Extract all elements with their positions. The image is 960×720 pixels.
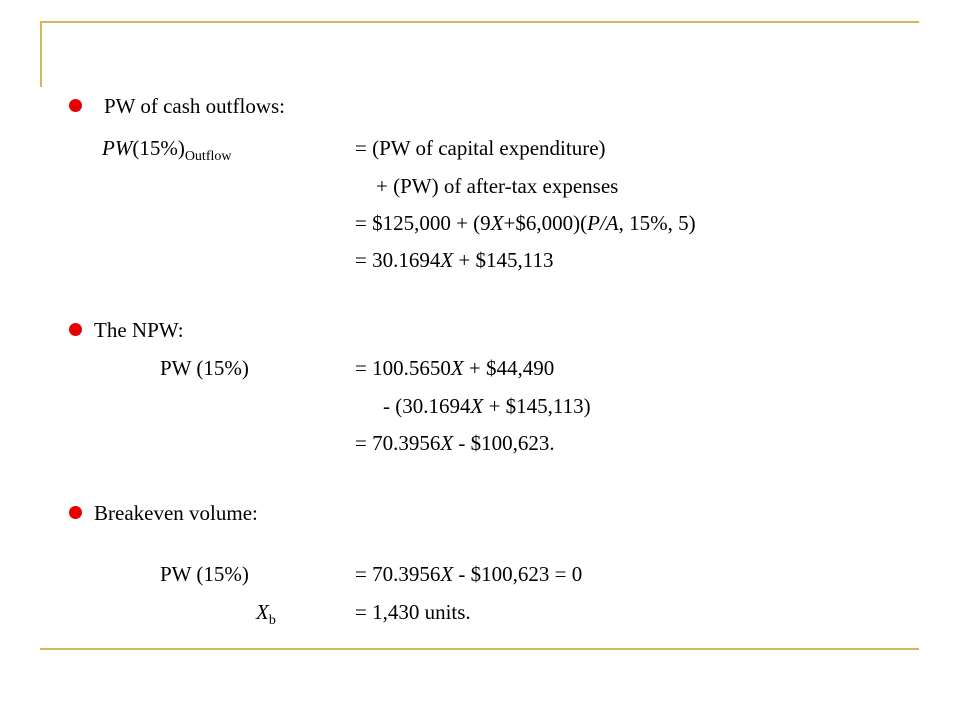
section2-lhs: PW (15%) <box>160 356 249 380</box>
section3-line2: = 1,430 units. <box>355 600 471 624</box>
left-rule <box>40 21 42 87</box>
bullet-icon <box>69 99 82 112</box>
section2-line2: - (30.1694X + $145,113) <box>383 394 591 418</box>
section1-lhs: PW(15%)Outflow <box>102 135 231 170</box>
section3-lhs1: PW (15%) <box>160 562 249 586</box>
section3-line1: = 70.3956X - $100,623 = 0 <box>355 562 583 586</box>
section2-line3: = 70.3956X - $100,623. <box>355 431 555 455</box>
lhs-subscript: Outflow <box>184 149 232 164</box>
bottom-rule <box>40 648 919 650</box>
bullet-icon <box>69 323 82 336</box>
section1-line2: + (PW) of after-tax expenses <box>376 174 619 198</box>
lhs-pw: PW <box>102 136 133 160</box>
section2-heading: The NPW: <box>94 318 184 342</box>
section1-line1: = (PW of capital expenditure) <box>355 136 606 160</box>
section3-lhs2: Xb <box>256 600 276 628</box>
section1-line4: = 30.1694X + $145,113 <box>355 248 554 272</box>
section1-line3: = $125,000 + (9X+$6,000)(P/A, 15%, 5) <box>355 211 696 235</box>
section1-heading: PW of cash outflows: <box>104 94 286 118</box>
section3-heading: Breakeven volume: <box>94 501 258 525</box>
bullet-icon <box>69 506 82 519</box>
lhs-rate: (15%) <box>132 136 185 160</box>
section2-line1: = 100.5650X + $44,490 <box>355 356 555 380</box>
top-rule <box>40 21 919 23</box>
